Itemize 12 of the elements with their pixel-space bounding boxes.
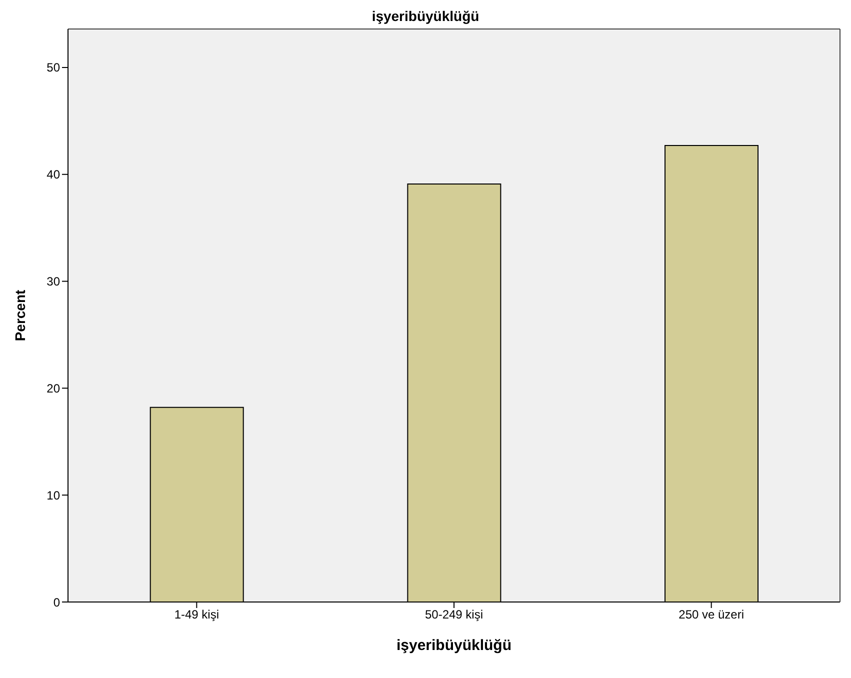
x-tick-label: 50-249 kişi [424, 608, 484, 622]
y-tick-label: 30 [46, 274, 60, 289]
y-axis-title: Percent [12, 289, 28, 342]
y-tick-label: 50 [46, 60, 60, 75]
y-tick-label: 10 [46, 488, 60, 502]
y-tick-label: 40 [46, 168, 60, 182]
x-tick-label: 250 ve üzeri [678, 608, 744, 622]
y-tick-label: 0 [53, 595, 60, 610]
y-tick-label: 20 [46, 381, 60, 396]
chart-title: işyeribüyüklüğü [370, 8, 480, 24]
x-axis-title: işyeribüyüklüğü [396, 637, 512, 654]
x-tick-label: 1-49 kişi [174, 608, 220, 622]
